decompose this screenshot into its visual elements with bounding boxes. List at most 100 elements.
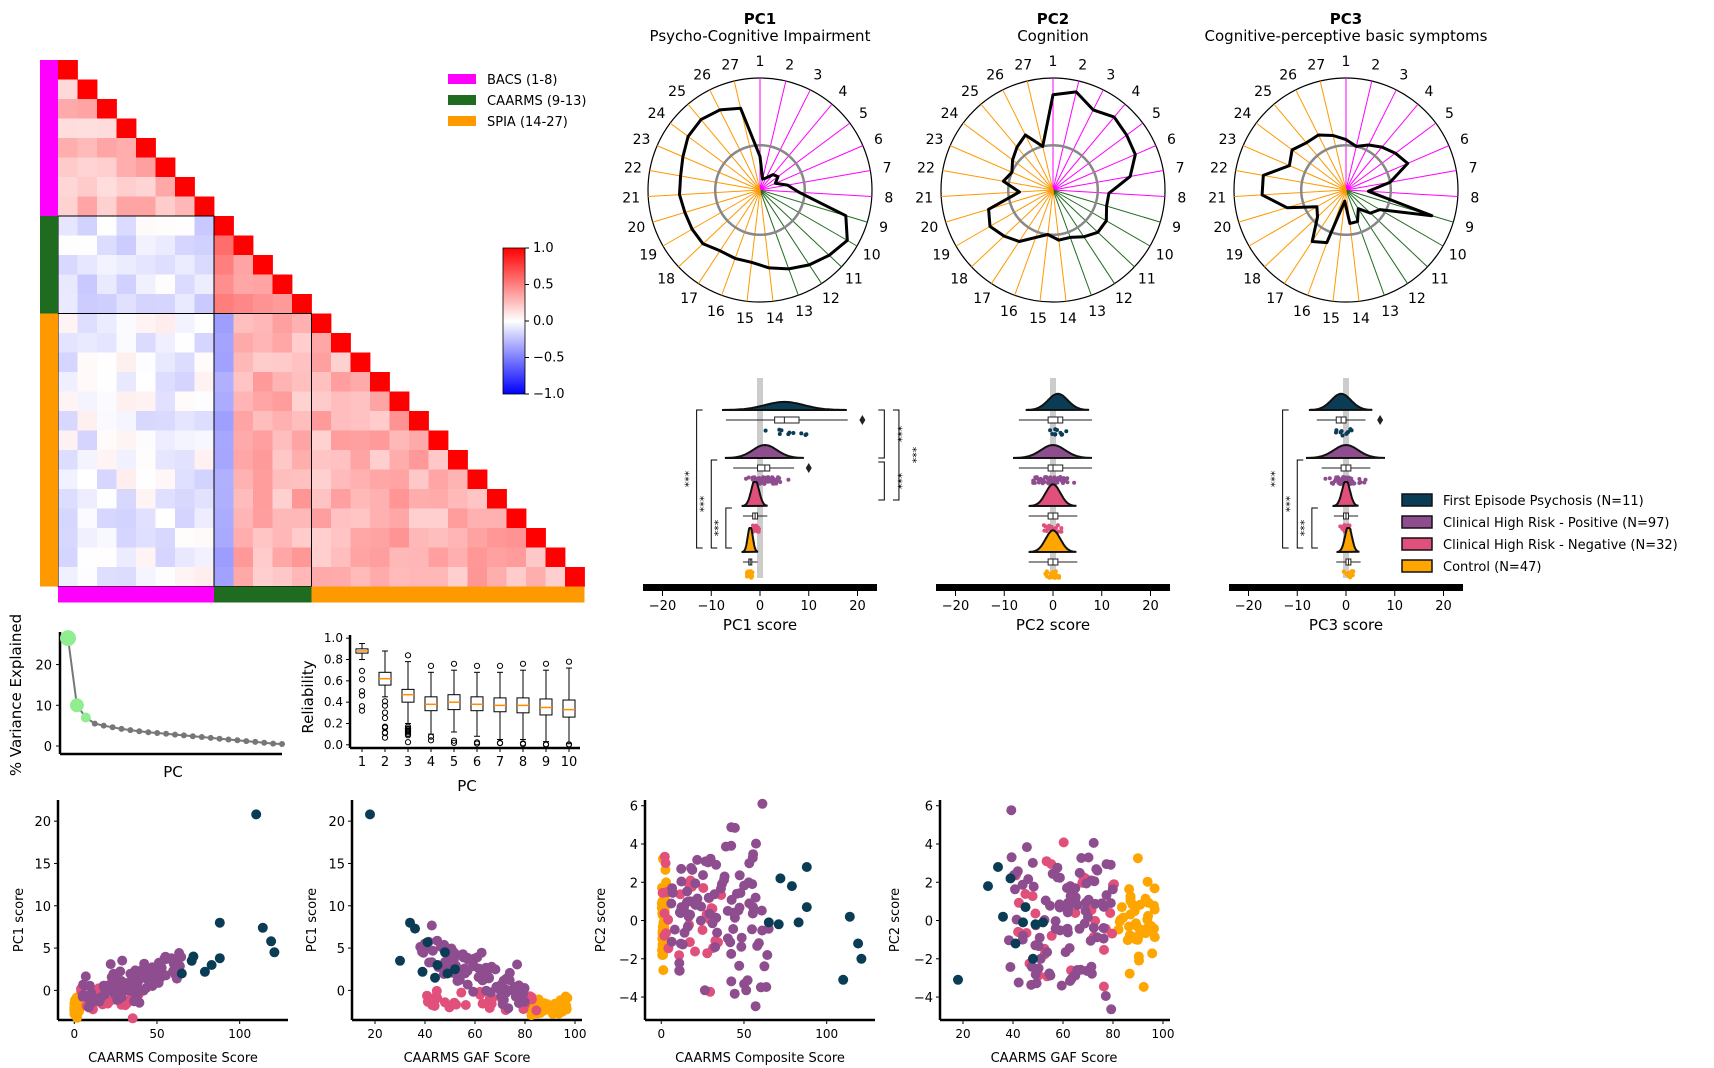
radar-spoke <box>652 189 761 223</box>
scree-point <box>252 738 259 745</box>
radar-spoke-label: 10 <box>863 248 881 264</box>
radar-spoke <box>1345 189 1385 296</box>
radar-spoke <box>678 189 761 268</box>
reliability-y-tick-label: 1.0 <box>324 631 343 645</box>
heatmap-cell <box>409 450 429 470</box>
scatter-point <box>739 880 750 891</box>
heatmap-cell <box>311 352 332 373</box>
radar-spoke-label: 23 <box>926 132 944 148</box>
scatter-point <box>1083 852 1094 863</box>
heatmap-cell <box>136 196 156 217</box>
radar-spoke-label: 4 <box>1131 84 1140 100</box>
scatter-y-tick-label: −4 <box>619 991 638 1006</box>
scatter-point <box>1030 940 1041 951</box>
significance-bracket <box>878 461 885 501</box>
radar-spoke-label: 27 <box>1307 57 1325 73</box>
scatter-x-tick-label: 0 <box>70 1027 78 1041</box>
heatmap-cell <box>253 430 273 451</box>
correlation-heatmap <box>40 60 585 603</box>
reliability-outlier <box>404 728 412 735</box>
scatter-point <box>838 974 849 985</box>
reliability-outlier <box>565 741 573 748</box>
heatmap-cell <box>409 430 429 451</box>
raincloud-point <box>799 431 804 436</box>
heatmap-cell <box>136 469 156 490</box>
heatmap-cell <box>77 196 98 217</box>
raincloud-point <box>786 477 791 482</box>
heatmap-cell <box>214 313 234 334</box>
scatter-point <box>1124 884 1135 895</box>
heatmap-cell <box>233 352 254 373</box>
reliability-x-tick-label: 1 <box>358 755 366 770</box>
heatmap-cell <box>214 450 234 470</box>
legend-swatch-control <box>1401 559 1433 573</box>
heatmap-cell <box>389 450 410 470</box>
raincloud-point <box>1044 569 1049 574</box>
heatmap-cell <box>428 508 449 529</box>
raincloud-point <box>1063 478 1067 483</box>
heatmap-cell <box>389 547 410 568</box>
scree-point <box>60 630 76 647</box>
scatter-y-tick-label: 5 <box>43 942 51 957</box>
scatter-point <box>1098 981 1109 992</box>
raincloud-point <box>1064 429 1069 434</box>
heatmap-cell <box>97 450 117 470</box>
scatter-point <box>127 1013 138 1024</box>
radar-spoke-label: 14 <box>1352 311 1370 327</box>
radar-spoke <box>1052 189 1151 247</box>
scatter-point <box>1030 919 1041 930</box>
colorbar-tick-label: 0.0 <box>533 314 554 329</box>
radar-zero-circle <box>1006 143 1100 237</box>
heatmap-cell <box>233 567 254 587</box>
heatmap-side-bar <box>40 313 58 587</box>
radar-spoke <box>746 189 761 302</box>
heatmap-cell <box>77 99 98 119</box>
scatter-point <box>1005 962 1016 972</box>
heatmap-cell <box>409 508 429 529</box>
raincloud-point <box>1059 526 1064 531</box>
radar-spoke-label: 1 <box>1049 54 1058 70</box>
radar-spoke <box>759 80 787 191</box>
scatter-pc2-composite: −4 −2 0 2 4 6 0 50 100 <box>619 798 875 1041</box>
scatter-y-tick-label: −2 <box>914 953 933 968</box>
heatmap-cell <box>467 508 488 529</box>
heatmap-cell <box>58 255 78 275</box>
scatter2-ylabel: PC1 score <box>305 888 320 952</box>
scatter-point <box>1030 908 1041 919</box>
radar-pc1-subtitle: Psycho-Cognitive Impairment <box>650 27 871 45</box>
heatmap-cell <box>155 391 176 412</box>
heatmap-cell <box>448 547 468 568</box>
heatmap-cell <box>409 547 429 568</box>
radar-spoke <box>1014 189 1054 296</box>
raincloud-point <box>1052 575 1057 580</box>
scatter-y-tick-label: 15 <box>34 857 51 872</box>
heatmap-cell <box>155 352 176 373</box>
scatter-point <box>136 965 147 976</box>
raincloud-point <box>769 476 774 481</box>
radar-spoke-label: 19 <box>932 248 950 264</box>
scatter-point <box>1074 923 1085 934</box>
radar-spoke <box>971 189 1054 268</box>
radar-spoke-label: 27 <box>1014 57 1032 73</box>
scatter-point <box>468 986 479 997</box>
raincloud-point <box>1043 475 1048 480</box>
reliability-outlier <box>473 662 481 670</box>
raincloud-point <box>1036 480 1041 485</box>
heatmap-cell <box>233 469 254 490</box>
radar-spoke <box>1295 89 1347 191</box>
radar-spoke <box>1284 189 1347 284</box>
heatmap-cell <box>136 547 156 568</box>
raincloud-point <box>766 475 771 480</box>
heatmap-cell <box>58 547 78 568</box>
radar-spoke-label: 23 <box>1219 132 1237 148</box>
radar-spoke-label: 18 <box>657 272 675 288</box>
radar-spoke <box>1052 80 1080 191</box>
scatter-point <box>1027 891 1038 902</box>
heatmap-cell <box>448 469 468 490</box>
heatmap-cell <box>272 372 293 392</box>
scatter-point <box>762 950 773 960</box>
heatmap-cell <box>292 313 312 334</box>
reliability-xlabel: PC <box>457 777 477 795</box>
reliability-x-tick-label: 5 <box>450 755 458 770</box>
heatmap-cell <box>116 118 137 139</box>
